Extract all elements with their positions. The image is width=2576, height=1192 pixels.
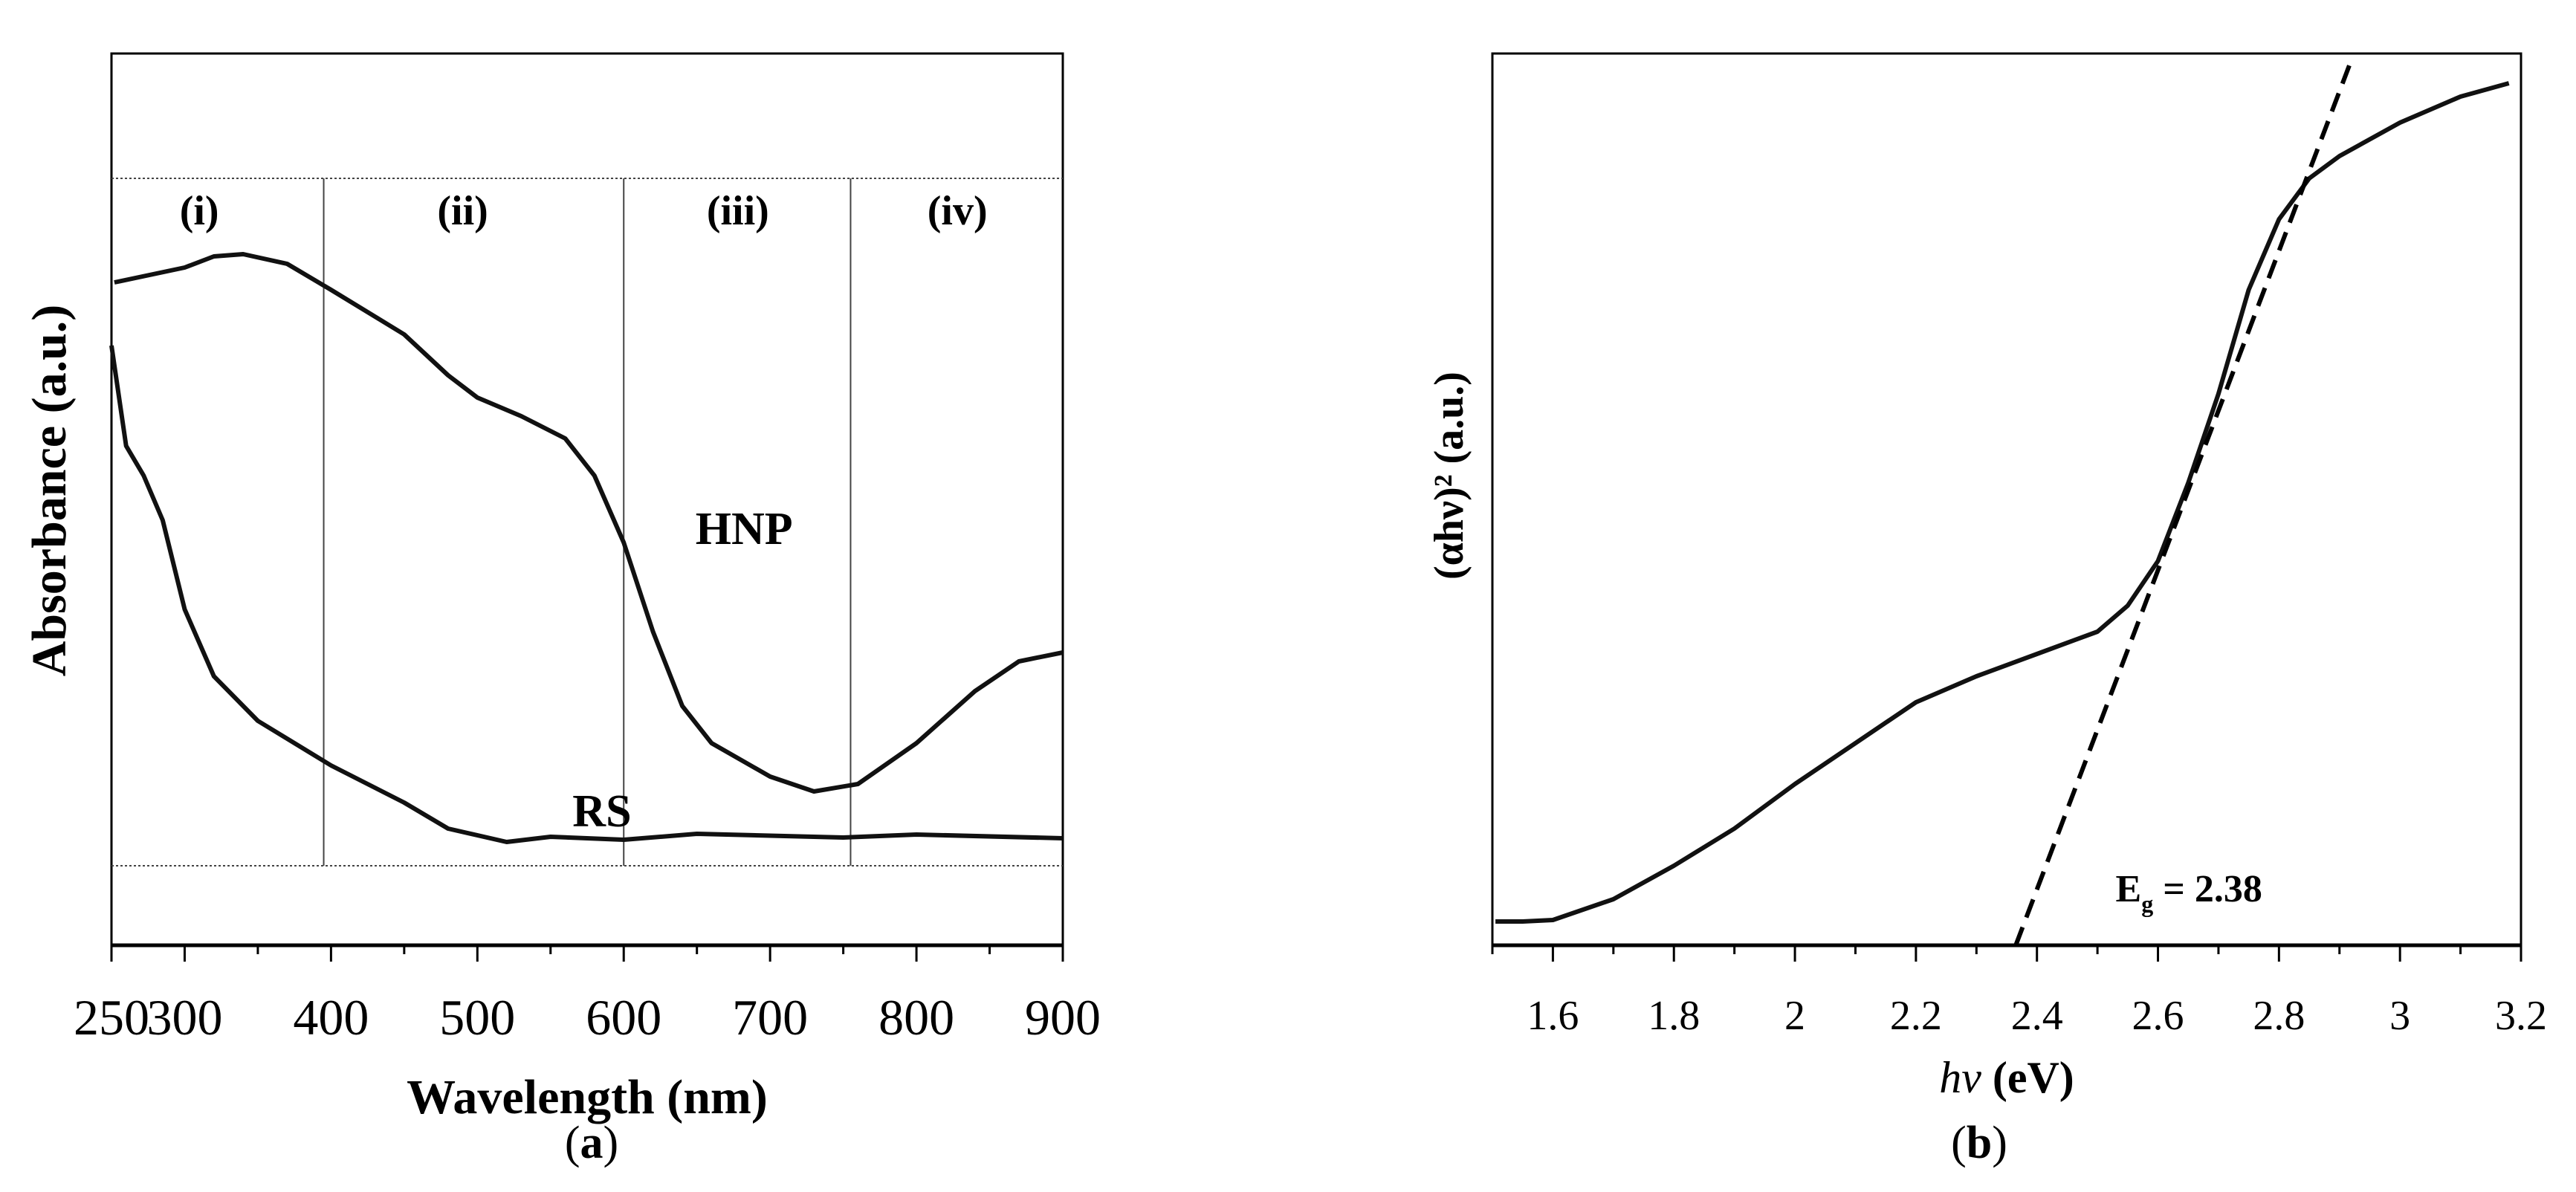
panel-label-open: ( <box>565 1118 580 1168</box>
x-tick-label: 700 <box>732 989 808 1046</box>
series-line-0 <box>1495 81 2510 924</box>
y-axis-label: Absorbance (a.u.) <box>22 305 77 677</box>
x-tick-label: 2.8 <box>2253 993 2305 1039</box>
x-tick-label: 2 <box>1784 993 1805 1039</box>
annotation-subscript: g <box>2141 890 2153 917</box>
panel-label-close: ) <box>1992 1118 2007 1168</box>
x-tick-label: 800 <box>878 989 954 1046</box>
x-tick-label: 2.4 <box>2011 993 2063 1039</box>
series-line-hnp <box>114 252 1064 794</box>
series-line-rs <box>109 345 1064 844</box>
y-axis-label: (αhν)² (a.u.) <box>1426 372 1472 580</box>
x-tick-label: 900 <box>1025 989 1101 1046</box>
series-label: HNP <box>696 504 793 554</box>
region-label: (ii) <box>437 188 488 234</box>
x-tick-label: 300 <box>146 989 222 1046</box>
annotation-main: E <box>2116 868 2142 910</box>
band-gap-annotation: Eg = 2.38 <box>2116 868 2262 917</box>
panel-label-close: ) <box>603 1118 619 1168</box>
region-label: (iv) <box>928 188 988 234</box>
panel-label: (a) <box>565 1118 618 1168</box>
series-label: RS <box>572 786 631 837</box>
tangent-fit-line <box>2013 58 2354 947</box>
annotation-value: = 2.38 <box>2153 868 2262 910</box>
region-label: (i) <box>180 188 219 234</box>
panel-label-letter: a <box>580 1118 603 1168</box>
panel-label-open: ( <box>1951 1118 1967 1168</box>
panel-label: (b) <box>1951 1118 2007 1168</box>
x-tick-label: 500 <box>439 989 515 1046</box>
x-tick-label: 400 <box>293 989 369 1046</box>
x-tick-label: 1.6 <box>1527 993 1579 1039</box>
x-tick-label: 600 <box>586 989 661 1046</box>
x-tick-label: 2.6 <box>2132 993 2184 1039</box>
x-axis-label: Wavelength (nm) <box>407 1070 768 1124</box>
x-axis-label-symbol: hν <box>1939 1053 1981 1102</box>
x-tick-label: 3 <box>2389 993 2410 1039</box>
x-axis-label: hν (eV) <box>1939 1053 2074 1102</box>
region-label: (iii) <box>707 188 769 234</box>
panel-label-letter: b <box>1967 1118 1992 1168</box>
x-tick-label: 2.2 <box>1890 993 1942 1039</box>
x-tick-label: 250 <box>74 989 149 1046</box>
x-axis-label-unit: (eV) <box>1981 1053 2074 1102</box>
plot-frame <box>1491 52 2522 947</box>
x-tick-label: 1.8 <box>1648 993 1700 1039</box>
x-tick-label: 3.2 <box>2495 993 2547 1039</box>
